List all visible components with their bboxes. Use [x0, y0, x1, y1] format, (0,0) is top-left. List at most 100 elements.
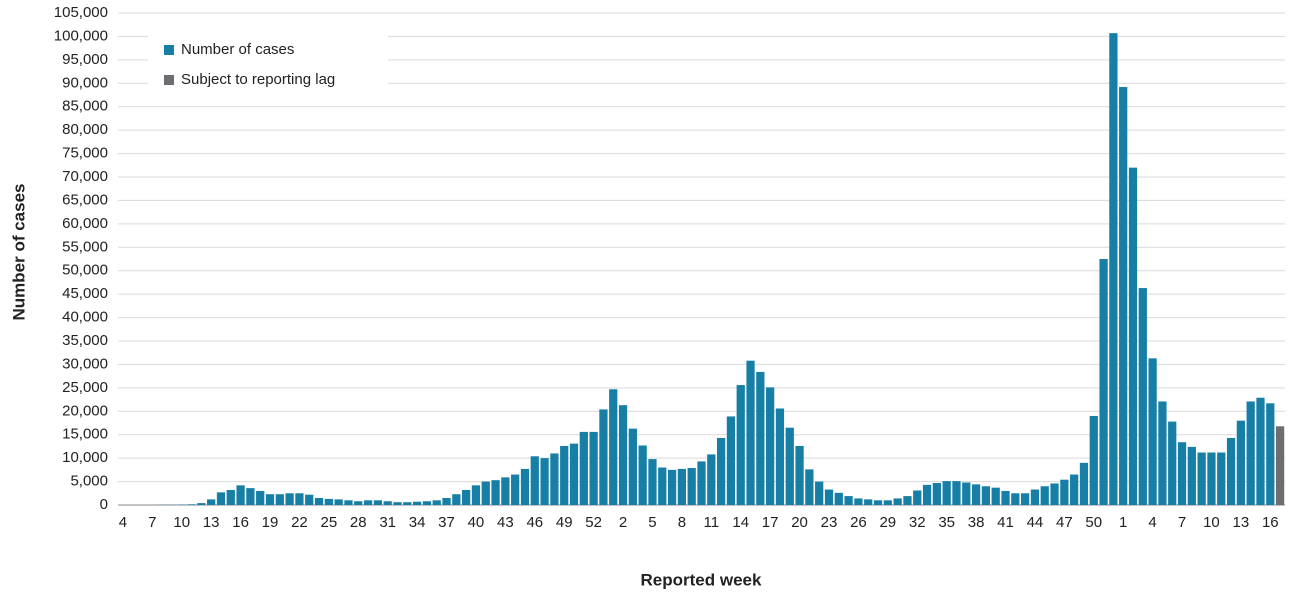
y-tick-label: 70,000: [62, 168, 108, 185]
bar: [187, 504, 196, 505]
y-tick-label: 20,000: [62, 402, 108, 419]
bar: [226, 490, 235, 505]
bar: [677, 468, 687, 505]
y-tick-label: 55,000: [62, 238, 108, 255]
bar: [707, 454, 716, 505]
bar: [285, 493, 294, 505]
bar: [1030, 489, 1040, 505]
x-tick-label: 8: [678, 514, 686, 531]
x-tick-label: 34: [409, 514, 426, 531]
bar: [1079, 462, 1089, 505]
y-tick-label: 5,000: [70, 473, 108, 490]
bar: [462, 490, 471, 505]
bar: [609, 389, 618, 505]
bar: [864, 499, 873, 505]
x-tick-label: 44: [1027, 514, 1044, 531]
bar: [373, 500, 382, 505]
y-tick-label: 50,000: [62, 262, 108, 279]
bar: [687, 467, 696, 505]
bar: [422, 501, 432, 505]
bar: [667, 469, 677, 505]
bar: [599, 409, 608, 505]
bar: [981, 486, 991, 505]
bar: [246, 488, 255, 505]
bar: [903, 496, 912, 505]
x-tick-label: 26: [850, 514, 867, 531]
bar: [1089, 415, 1098, 505]
bar: [1256, 397, 1265, 505]
x-tick-label: 25: [321, 514, 338, 531]
x-tick-label: 5: [648, 514, 656, 531]
bar: [481, 481, 490, 505]
bar: [932, 482, 941, 505]
bar: [1158, 401, 1167, 505]
bar: [1197, 452, 1206, 505]
x-tick-label: 35: [938, 514, 955, 531]
bar: [756, 371, 765, 505]
bar: [560, 445, 569, 505]
bar: [805, 469, 814, 505]
bar: [579, 431, 588, 505]
bar: [412, 501, 422, 505]
x-tick-label: 14: [732, 514, 749, 531]
bar: [785, 427, 794, 505]
bar: [1060, 479, 1069, 505]
y-tick-label: 95,000: [62, 51, 108, 68]
bar: [628, 428, 637, 505]
bar: [873, 500, 883, 505]
bar: [1148, 358, 1157, 505]
x-tick-label: 32: [909, 514, 926, 531]
bar: [550, 453, 559, 505]
bar: [1109, 33, 1118, 506]
bar: [1236, 420, 1245, 505]
x-tick-label: 17: [762, 514, 779, 531]
x-tick-label: 4: [1148, 514, 1156, 531]
y-axis-title: Number of cases: [9, 184, 28, 321]
bar: [736, 385, 745, 505]
bar: [471, 485, 481, 505]
bar: [432, 500, 441, 505]
y-tick-label: 15,000: [62, 426, 108, 443]
x-tick-label: 29: [879, 514, 896, 531]
x-axis-title: Reported week: [641, 570, 762, 589]
y-tick-label: 35,000: [62, 332, 108, 349]
bar: [1040, 486, 1049, 505]
x-tick-label: 10: [173, 514, 190, 531]
bar: [697, 461, 706, 505]
bar: [305, 494, 314, 505]
bar: [1050, 483, 1059, 505]
bar: [1246, 401, 1255, 505]
x-tick-label: 28: [350, 514, 367, 531]
legend-swatch: [164, 75, 174, 85]
bar: [1119, 87, 1128, 505]
bar: [354, 501, 363, 505]
x-tick-label: 46: [526, 514, 543, 531]
bar: [530, 456, 539, 505]
bar: [216, 492, 226, 505]
legend-label: Subject to reporting lag: [181, 71, 335, 88]
bar: [569, 443, 579, 505]
bar: [746, 360, 755, 505]
bar: [913, 490, 922, 505]
x-tick-label: 22: [291, 514, 308, 531]
legend-box: [148, 30, 388, 96]
bar: [491, 480, 500, 505]
y-tick-label: 25,000: [62, 379, 108, 396]
bar: [1217, 452, 1226, 505]
bar: [1177, 442, 1187, 505]
x-tick-label: 7: [1178, 514, 1186, 531]
bar: [1168, 421, 1177, 505]
y-tick-label: 85,000: [62, 98, 108, 115]
x-tick-label: 23: [821, 514, 838, 531]
bar: [726, 416, 736, 505]
bar: [197, 503, 206, 505]
bar: [883, 500, 892, 505]
bar: [893, 498, 902, 505]
bar: [207, 499, 216, 505]
bar: [971, 484, 981, 505]
legend-swatch: [164, 45, 174, 55]
bar: [442, 497, 451, 505]
bar: [383, 501, 392, 505]
x-tick-label: 11: [704, 514, 720, 531]
